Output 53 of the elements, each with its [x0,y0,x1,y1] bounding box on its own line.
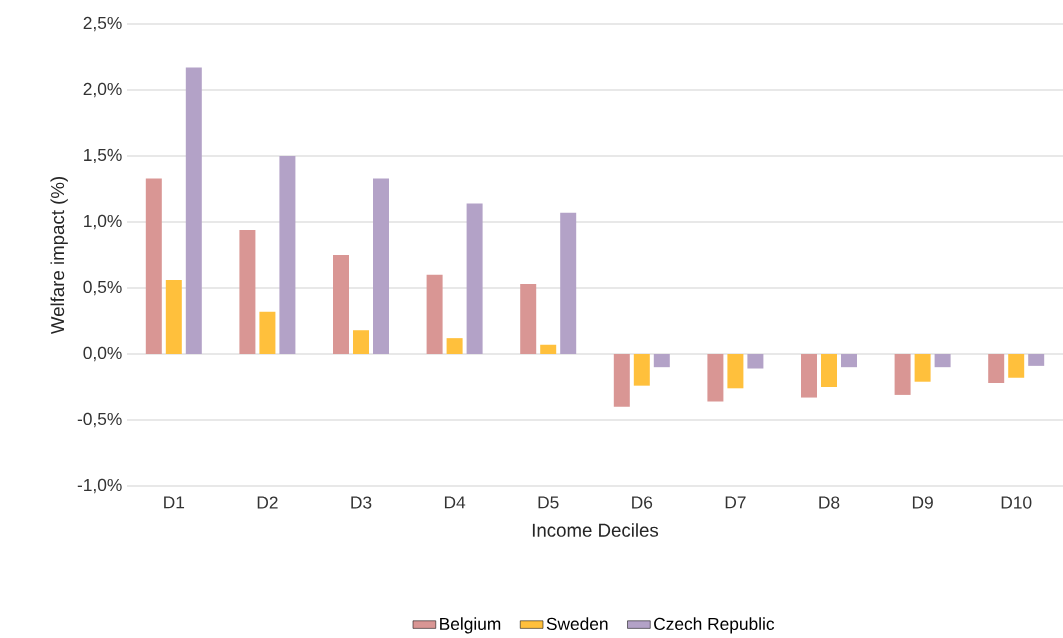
x-tick-label: D2 [257,496,278,509]
y-tick-label: 1,5% [84,148,122,164]
bar [373,178,390,354]
x-tick-label: D6 [632,496,653,509]
y-tick-label: 1,0% [84,214,122,230]
x-tick-label: D9 [912,496,933,509]
y-axis-title: Welfare impact (%) [50,177,68,335]
x-tick-label: D7 [725,496,746,509]
bar [633,353,650,386]
x-tick-label: D3 [351,496,372,509]
x-tick-label: D4 [444,496,466,509]
bar [707,353,724,402]
bar [560,212,577,354]
y-tick-label: -1,0% [77,478,122,494]
legend-label: Belgium [440,617,501,634]
bar [165,280,182,354]
bar [727,353,744,389]
bar [520,284,537,354]
bar [821,353,837,387]
bar [239,229,256,354]
bar [540,344,557,354]
x-axis-title: Income Deciles [532,523,659,537]
legend-label: Sweden [546,617,608,631]
bar [914,353,931,382]
x-tick-label: D10 [1001,496,1032,509]
y-tick-label: -0,5% [77,412,122,428]
legend-label: Czech Republic [654,617,775,634]
bar [145,178,162,354]
bar [353,330,370,354]
bar [446,338,463,354]
bar [988,353,1005,384]
bar [801,353,817,398]
bar [333,254,350,354]
bar [653,353,670,368]
bar [841,353,857,368]
x-tick-label: D1 [164,496,185,509]
bar [185,67,202,354]
bar [259,311,276,354]
y-tick-label: 2,5% [83,16,122,32]
x-tick-label: D8 [819,496,840,509]
y-tick-label: 0,5% [83,280,122,296]
bar [426,274,443,354]
bar [279,155,296,354]
bar [934,353,951,368]
bar [1028,353,1045,366]
x-tick-label: D5 [538,496,559,509]
bar [613,353,630,407]
bar [1008,353,1025,378]
bar [747,353,764,369]
bar [894,353,911,395]
y-tick-label: 0,0% [83,346,122,362]
y-tick-label: 2,0% [83,82,122,98]
bar [466,203,483,354]
